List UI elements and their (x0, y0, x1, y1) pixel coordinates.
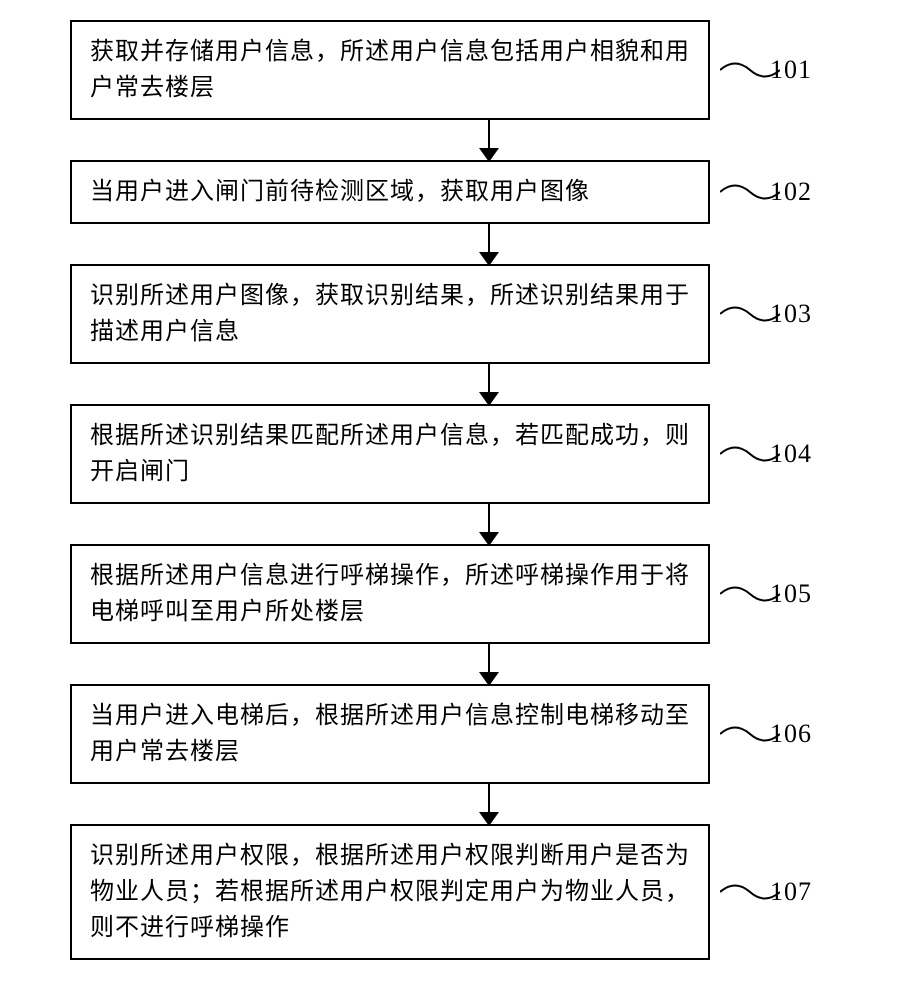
connector-wave-icon (720, 444, 780, 464)
step-row-105: 根据所述用户信息进行呼梯操作，所述呼梯操作用于将电梯呼叫至用户所处楼层 105 (0, 544, 907, 644)
step-text: 当用户进入闸门前待检测区域，获取用户图像 (90, 179, 590, 205)
step-box-107: 识别所述用户权限，根据所述用户权限判断用户是否为物业人员；若根据所述用户权限判定… (70, 824, 710, 960)
arrow-connector (169, 364, 809, 404)
connector-wave-icon (720, 882, 780, 902)
arrow-line (488, 644, 490, 672)
arrow-connector (169, 644, 809, 684)
connector-wave-icon (720, 60, 780, 80)
step-row-103: 识别所述用户图像，获取识别结果，所述识别结果用于描述用户信息 103 (0, 264, 907, 364)
connector-wave-icon (720, 724, 780, 744)
arrow-line (488, 784, 490, 812)
step-box-105: 根据所述用户信息进行呼梯操作，所述呼梯操作用于将电梯呼叫至用户所处楼层 (70, 544, 710, 644)
arrow-connector (169, 784, 809, 824)
arrow-connector (169, 504, 809, 544)
connector-wave-icon (720, 304, 780, 324)
step-row-106: 当用户进入电梯后，根据所述用户信息控制电梯移动至用户常去楼层 106 (0, 684, 907, 784)
step-box-102: 当用户进入闸门前待检测区域，获取用户图像 (70, 160, 710, 224)
arrow-connector (169, 224, 809, 264)
step-row-107: 识别所述用户权限，根据所述用户权限判断用户是否为物业人员；若根据所述用户权限判定… (0, 824, 907, 960)
step-text: 当用户进入电梯后，根据所述用户信息控制电梯移动至用户常去楼层 (90, 703, 690, 765)
step-text: 获取并存储用户信息，所述用户信息包括用户相貌和用户常去楼层 (90, 39, 690, 101)
step-box-103: 识别所述用户图像，获取识别结果，所述识别结果用于描述用户信息 (70, 264, 710, 364)
step-row-104: 根据所述识别结果匹配所述用户信息，若匹配成功，则开启闸门 104 (0, 404, 907, 504)
arrow-connector (169, 120, 809, 160)
step-box-106: 当用户进入电梯后，根据所述用户信息控制电梯移动至用户常去楼层 (70, 684, 710, 784)
connector-wave-icon (720, 182, 780, 202)
connector-wave-icon (720, 584, 780, 604)
step-text: 根据所述识别结果匹配所述用户信息，若匹配成功，则开启闸门 (90, 423, 690, 485)
arrow-line (488, 120, 490, 148)
step-box-104: 根据所述识别结果匹配所述用户信息，若匹配成功，则开启闸门 (70, 404, 710, 504)
flowchart-container: 获取并存储用户信息，所述用户信息包括用户相貌和用户常去楼层 101 当用户进入闸… (0, 20, 907, 960)
arrow-line (488, 224, 490, 252)
step-text: 识别所述用户权限，根据所述用户权限判断用户是否为物业人员；若根据所述用户权限判定… (90, 843, 690, 941)
arrow-line (488, 364, 490, 392)
step-row-101: 获取并存储用户信息，所述用户信息包括用户相貌和用户常去楼层 101 (0, 20, 907, 120)
step-box-101: 获取并存储用户信息，所述用户信息包括用户相貌和用户常去楼层 (70, 20, 710, 120)
step-text: 根据所述用户信息进行呼梯操作，所述呼梯操作用于将电梯呼叫至用户所处楼层 (90, 563, 690, 625)
step-text: 识别所述用户图像，获取识别结果，所述识别结果用于描述用户信息 (90, 283, 690, 345)
step-row-102: 当用户进入闸门前待检测区域，获取用户图像 102 (0, 160, 907, 224)
arrow-line (488, 504, 490, 532)
